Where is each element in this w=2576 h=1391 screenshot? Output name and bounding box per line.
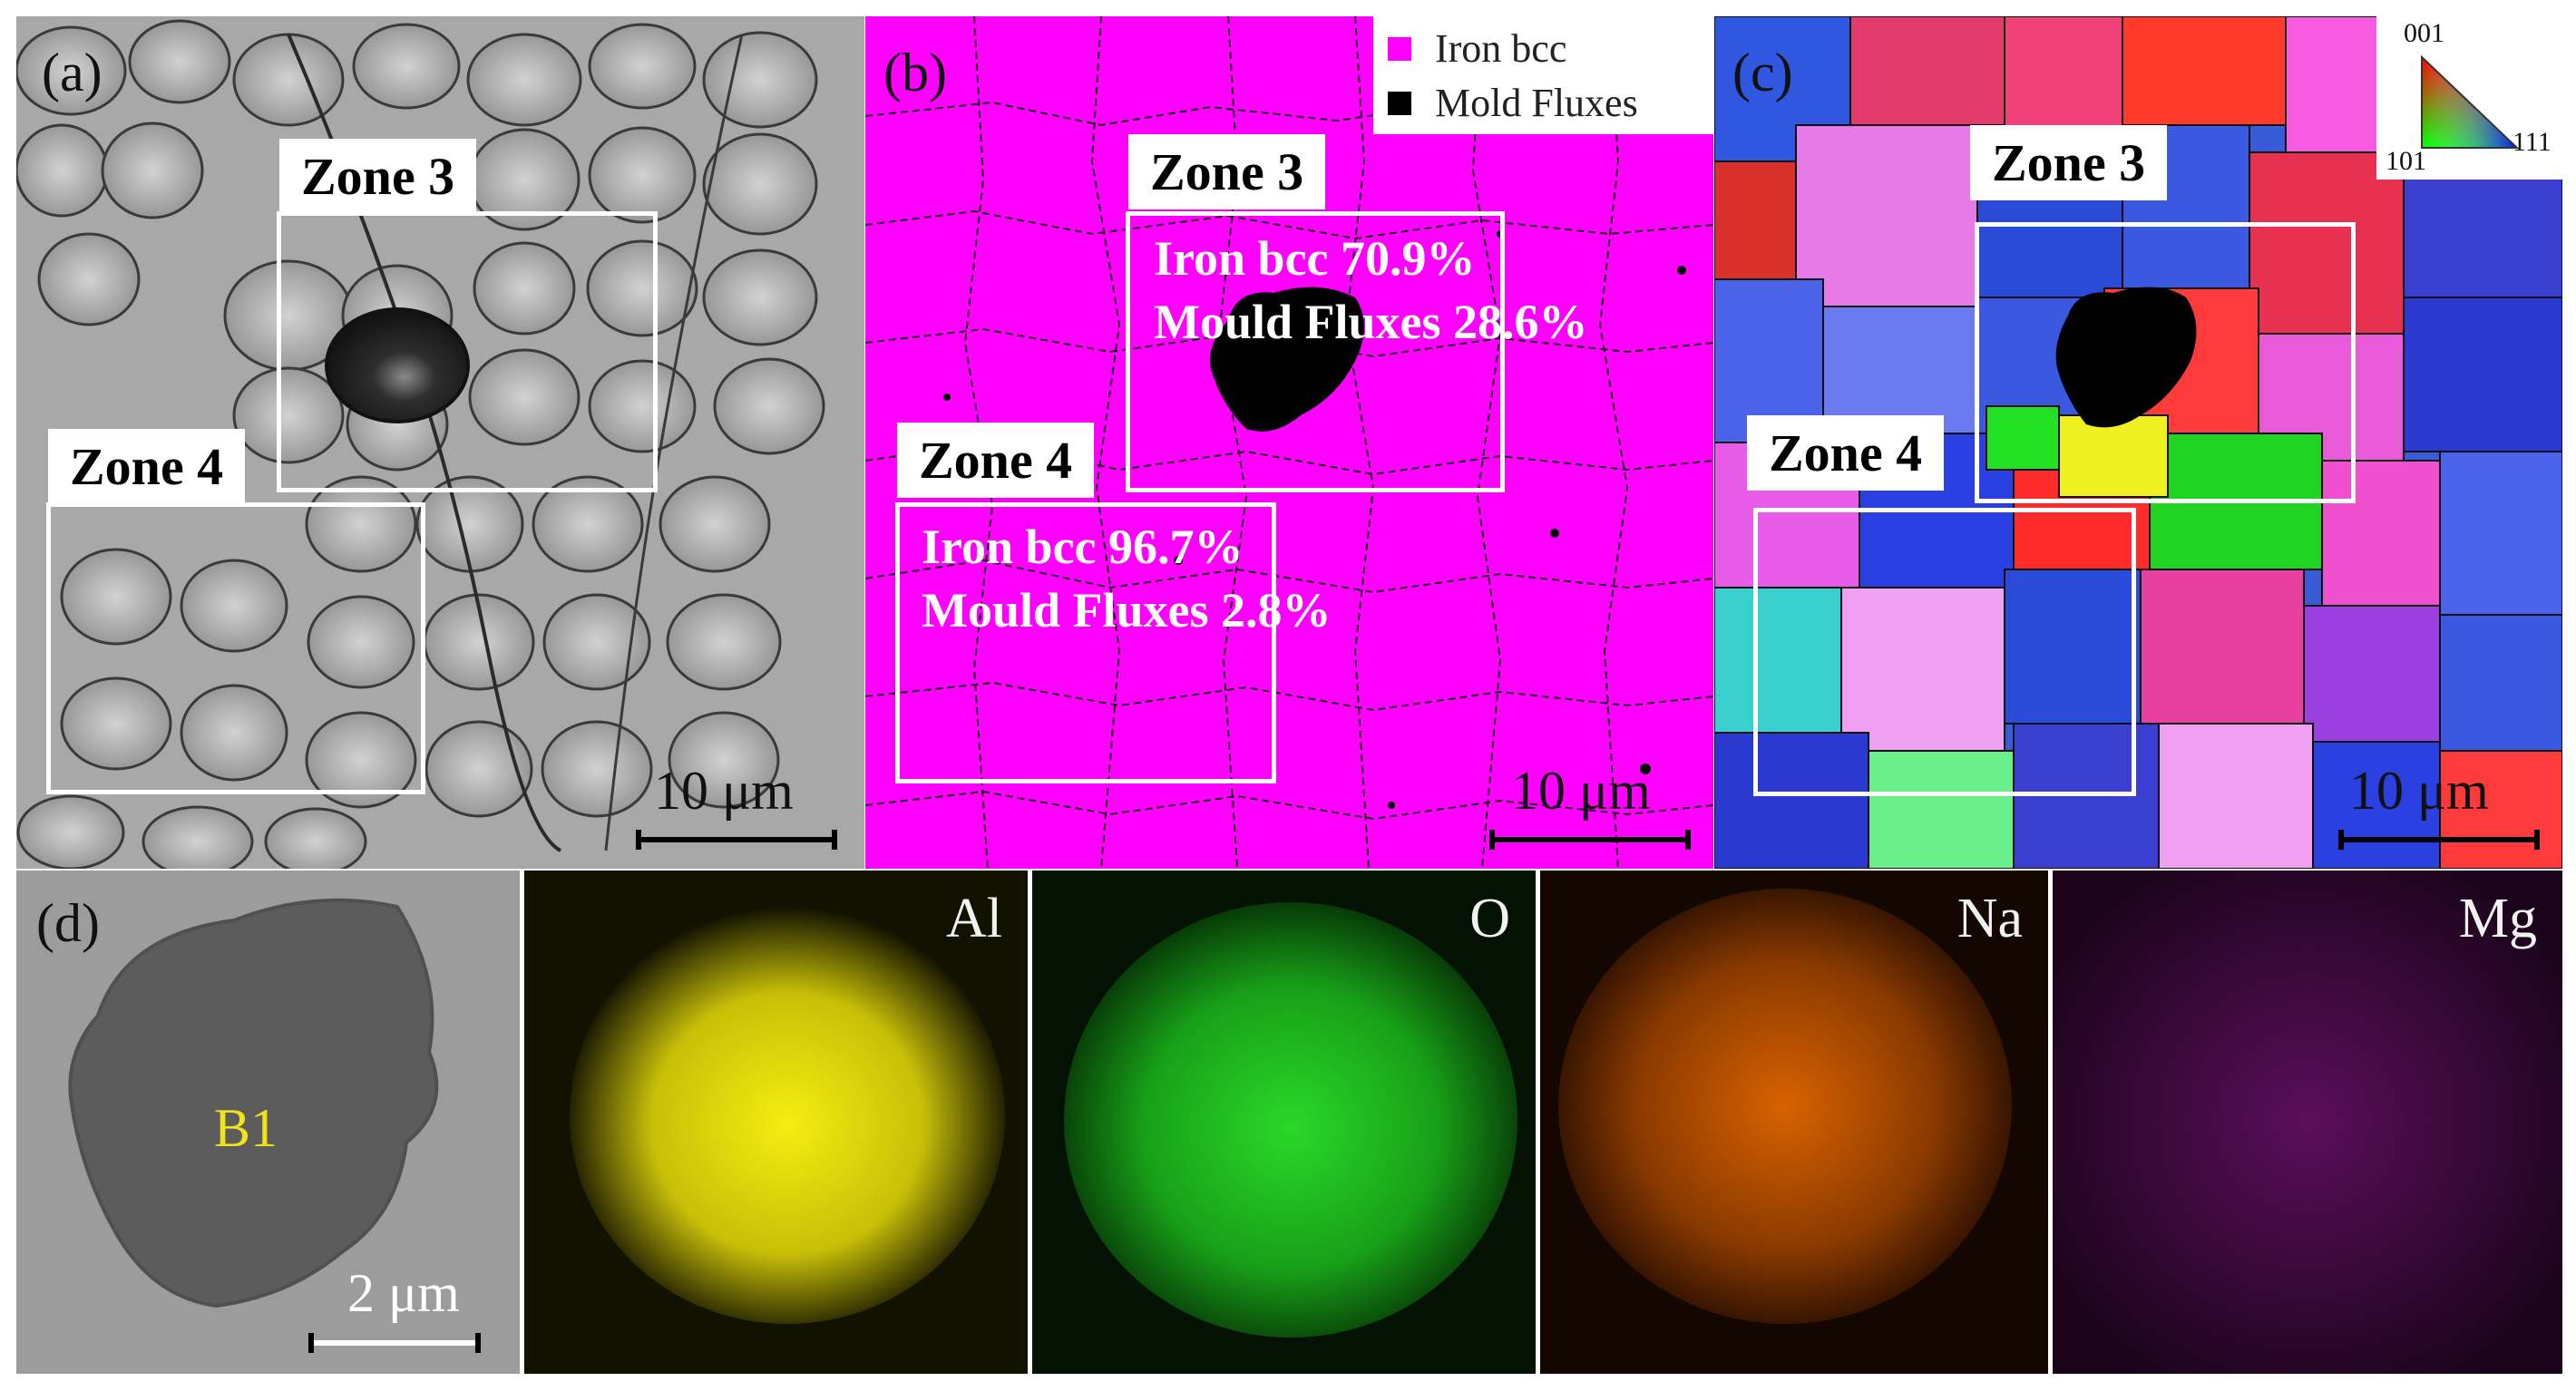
zone-4-label: Zone 4 — [897, 423, 1095, 498]
legend: Iron bcc Mold Fluxes — [1373, 16, 1713, 134]
scale-bar — [2338, 830, 2540, 850]
panel-label: (b) — [883, 43, 947, 102]
zone-3-label: Zone 3 — [1128, 134, 1326, 209]
zone-4-box — [46, 502, 425, 794]
zone-4-box — [895, 502, 1276, 783]
zone-4-label: Zone 4 — [1747, 415, 1945, 491]
scale-bar — [1489, 830, 1691, 850]
panel-label: (c) — [1732, 43, 1793, 102]
eds-o-signal — [1064, 902, 1517, 1338]
eds-map-mg: Mg — [2053, 871, 2562, 1374]
zone-4-label: Zone 4 — [48, 429, 246, 504]
ipf-key-001: 001 — [2404, 18, 2444, 48]
eds-map-al: Al — [524, 871, 1028, 1374]
zone-3-label: Zone 3 — [279, 139, 477, 214]
zone-3-flux-fraction: Mould Fluxes 28.6% — [1154, 295, 1588, 349]
eds-mg-signal — [2053, 871, 2562, 1374]
legend-item-iron-bcc: Iron bcc — [1388, 25, 1566, 72]
eds-element-label: Mg — [2458, 888, 2537, 949]
ipf-color-key: 001 101 111 — [2376, 16, 2562, 180]
scale-bar — [308, 1333, 481, 1353]
legend-swatch — [1388, 91, 1411, 115]
eds-map-o: O — [1032, 871, 1536, 1374]
eds-map-na: Na — [1540, 871, 2048, 1374]
zone-4-iron-fraction: Iron bcc 96.7% — [922, 520, 1244, 574]
scale-bar-label: 10 μm — [2349, 761, 2489, 821]
scale-bar-label: 2 μm — [347, 1263, 460, 1323]
panel-label: (d) — [36, 893, 100, 953]
scale-bar-label: 10 μm — [654, 761, 794, 821]
ipf-key-101: 101 — [2386, 146, 2426, 176]
eds-element-label: Na — [1956, 888, 2023, 949]
phase-map-boundaries — [865, 16, 1713, 869]
scale-bar-label: 10 μm — [1511, 761, 1651, 821]
legend-label: Iron bcc — [1435, 26, 1567, 71]
legend-swatch — [1388, 36, 1411, 61]
zone-3-box — [1126, 211, 1505, 492]
zone-3-label: Zone 3 — [1970, 125, 2168, 200]
panel-c-ipf-map: (c) 001 101 111 Z — [1714, 16, 2562, 869]
zone-3-box — [277, 211, 658, 492]
zone-4-flux-fraction: Mould Fluxes 2.8% — [922, 583, 1332, 637]
particle-outline — [68, 898, 439, 1308]
ipf-triangle-icon — [2421, 54, 2520, 149]
eds-element-label: O — [1469, 888, 1510, 949]
zone-3-iron-fraction: Iron bcc 70.9% — [1154, 231, 1476, 286]
legend-item-mold-fluxes: Mold Fluxes — [1388, 80, 1638, 126]
panel-label: (a) — [42, 43, 102, 102]
zone-3-box — [1975, 222, 2356, 503]
scale-bar — [636, 830, 837, 850]
legend-label: Mold Fluxes — [1435, 81, 1638, 125]
panel-d-sem-particle: (d) B1 2 μm — [16, 871, 520, 1374]
ipf-key-111: 111 — [2513, 127, 2552, 157]
eds-element-label: Al — [946, 888, 1002, 949]
panel-b-phase-map: (b) Iron bcc Mold Fluxes Zone 3 Iron bcc… — [865, 16, 1713, 869]
eds-al-signal — [570, 907, 1005, 1324]
zone-4-box — [1753, 508, 2136, 796]
panel-a-sem-image: (a) Zone 3 Zone 4 10 μm — [16, 16, 864, 869]
eds-na-signal — [1558, 889, 2012, 1324]
particle-label: B1 — [214, 1098, 278, 1158]
